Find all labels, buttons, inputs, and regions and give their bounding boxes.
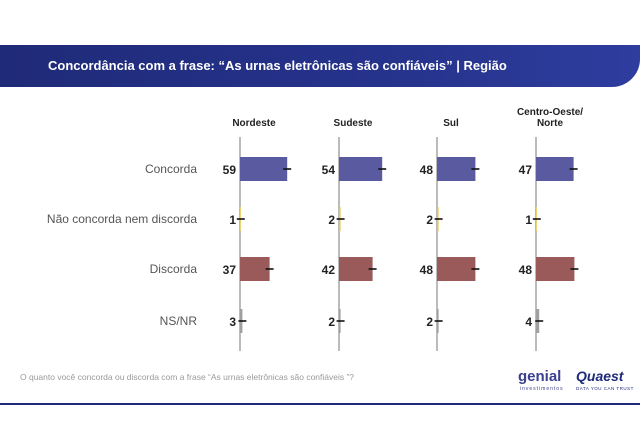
row-label: Concorda	[145, 162, 197, 176]
genial-logo-subtitle: investimentos	[520, 386, 564, 392]
value-label: 48	[420, 163, 434, 177]
bottom-divider	[0, 403, 640, 405]
value-label: 48	[420, 263, 434, 277]
genial-logo: genial	[518, 368, 562, 385]
bar	[536, 257, 575, 281]
value-label: 2	[328, 213, 335, 227]
value-label: 2	[328, 315, 335, 329]
value-label: 54	[322, 163, 336, 177]
row-label: Não concorda nem discorda	[47, 212, 197, 226]
value-label: 1	[525, 213, 532, 227]
bar	[437, 157, 476, 181]
value-label: 1	[229, 213, 236, 227]
value-label: 48	[519, 263, 533, 277]
panel-header: Sul	[443, 118, 459, 129]
panel-header: Nordeste	[232, 118, 276, 129]
panel-header: Centro-Oeste/	[517, 107, 583, 118]
value-label: 42	[322, 263, 336, 277]
bar	[240, 157, 288, 181]
bar	[339, 157, 383, 181]
value-label: 2	[426, 315, 433, 329]
panel-header: Norte	[537, 118, 564, 129]
value-label: 59	[223, 163, 237, 177]
value-label: 37	[223, 263, 237, 277]
bar	[536, 157, 574, 181]
row-label: NS/NR	[160, 314, 198, 328]
value-label: 4	[525, 315, 532, 329]
row-label: Discorda	[150, 262, 198, 276]
panel-header: Sudeste	[334, 118, 373, 129]
value-label: 3	[229, 315, 236, 329]
header-bar: Concordância com a frase: “As urnas elet…	[0, 45, 640, 87]
quaest-logo-subtitle: DATA YOU CAN TRUST	[576, 386, 634, 391]
bar	[339, 257, 373, 281]
chart-title: Concordância com a frase: “As urnas elet…	[48, 58, 507, 73]
quaest-logo: Quaest	[576, 368, 624, 384]
footnote: O quanto você concorda ou discorda com a…	[20, 372, 355, 382]
bar	[437, 257, 476, 281]
bar	[240, 257, 270, 281]
value-label: 2	[426, 213, 433, 227]
value-label: 47	[519, 163, 533, 177]
